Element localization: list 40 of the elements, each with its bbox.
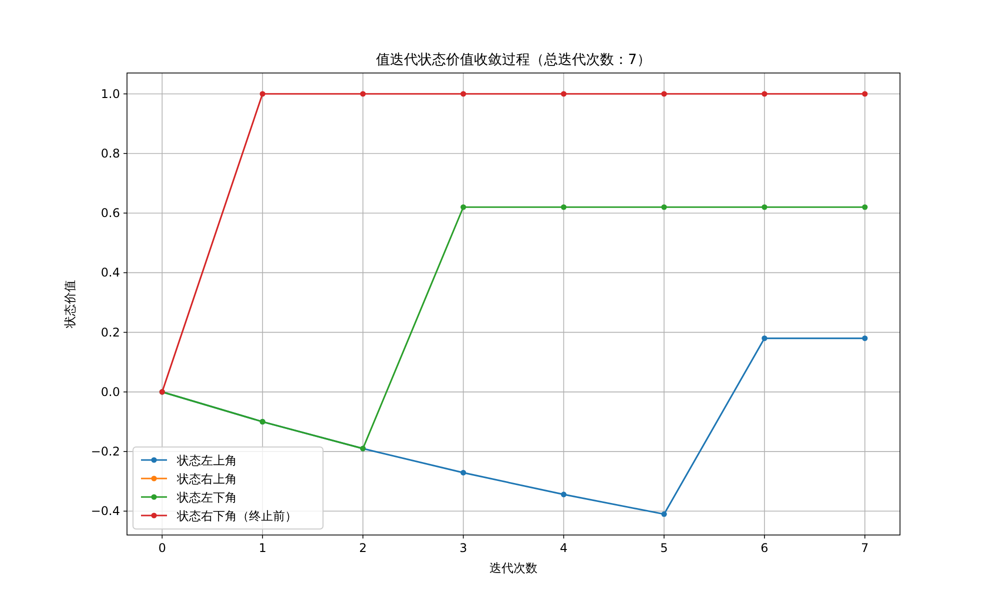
x-tick-label: 3 bbox=[459, 541, 468, 555]
legend-label: 状态左上角 bbox=[176, 454, 237, 468]
y-tick-label: 0.8 bbox=[100, 146, 120, 160]
point bbox=[862, 335, 868, 342]
y-tick-label: −0.2 bbox=[90, 444, 120, 459]
x-tick-label: 6 bbox=[760, 541, 768, 555]
point bbox=[460, 91, 466, 97]
x-tick-label: 7 bbox=[861, 541, 869, 555]
point bbox=[661, 511, 667, 517]
point bbox=[560, 492, 566, 498]
y-tick-label: 0.4 bbox=[100, 266, 120, 280]
point bbox=[460, 470, 466, 476]
y-axis-title: 状态价值 bbox=[63, 280, 77, 329]
legend-label: 状态左下角 bbox=[176, 490, 237, 504]
point bbox=[560, 91, 566, 97]
x-tick-label: 0 bbox=[158, 541, 166, 555]
point bbox=[762, 204, 768, 210]
y-tick-label: −0.4 bbox=[90, 504, 120, 518]
x-axis-title: 迭代次数 bbox=[490, 561, 538, 575]
x-tick-label: 2 bbox=[359, 541, 367, 555]
point bbox=[762, 335, 768, 342]
y-tick-label: 0.2 bbox=[100, 325, 120, 340]
x-tick-label: 4 bbox=[560, 541, 568, 555]
y-tick-label: 1.0 bbox=[100, 86, 120, 101]
x-tick-label: 5 bbox=[660, 541, 668, 555]
point bbox=[460, 204, 466, 210]
point bbox=[661, 204, 667, 210]
y-tick-label: 0.6 bbox=[100, 206, 120, 220]
x-tick-label: 1 bbox=[258, 541, 266, 555]
point bbox=[762, 91, 768, 97]
legend-label: 状态右下角（终止前） bbox=[176, 509, 297, 523]
point bbox=[661, 91, 667, 97]
point bbox=[360, 91, 366, 97]
point bbox=[560, 204, 566, 210]
point bbox=[862, 91, 868, 97]
point bbox=[862, 204, 868, 210]
y-tick-label: 0.0 bbox=[100, 384, 120, 399]
point bbox=[260, 91, 266, 97]
chart-title: 值迭代状态价值收敛过程（总迭代次数：7） bbox=[376, 52, 651, 68]
legend-label: 状态右上角 bbox=[176, 472, 237, 486]
